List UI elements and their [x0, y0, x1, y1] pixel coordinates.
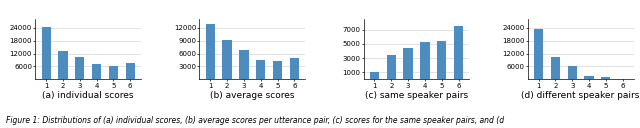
X-axis label: (a) individual scores: (a) individual scores: [42, 91, 134, 100]
Bar: [387, 55, 396, 79]
Bar: [205, 24, 215, 79]
X-axis label: (d) different speaker pairs: (d) different speaker pairs: [522, 91, 640, 100]
X-axis label: (b) average scores: (b) average scores: [210, 91, 294, 100]
Bar: [437, 41, 446, 79]
Bar: [42, 27, 51, 79]
Bar: [273, 61, 282, 79]
Bar: [58, 51, 68, 79]
Bar: [256, 60, 266, 79]
Bar: [109, 66, 118, 79]
Bar: [370, 72, 379, 79]
X-axis label: (c) same speaker pairs: (c) same speaker pairs: [365, 91, 468, 100]
Bar: [290, 58, 299, 79]
Text: Figure 1: Distributions of (a) individual scores, (b) average scores per utteran: Figure 1: Distributions of (a) individua…: [6, 116, 504, 125]
Bar: [420, 42, 429, 79]
Bar: [92, 64, 101, 79]
Bar: [403, 48, 413, 79]
Bar: [568, 66, 577, 79]
Bar: [75, 57, 84, 79]
Bar: [454, 26, 463, 79]
Bar: [584, 76, 594, 79]
Bar: [125, 63, 135, 79]
Bar: [239, 50, 248, 79]
Bar: [601, 77, 611, 79]
Bar: [534, 29, 543, 79]
Bar: [223, 40, 232, 79]
Bar: [551, 57, 560, 79]
